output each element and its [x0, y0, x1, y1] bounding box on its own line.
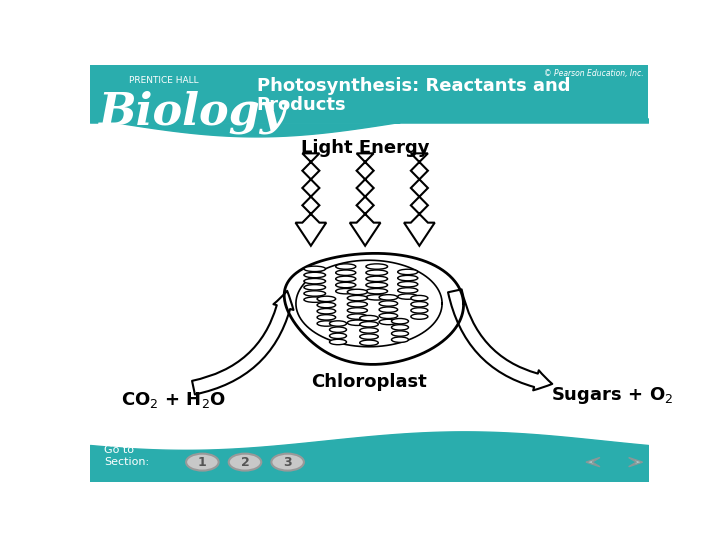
Ellipse shape — [411, 295, 428, 301]
Ellipse shape — [397, 288, 418, 293]
Text: CO$_2$ + H$_2$O: CO$_2$ + H$_2$O — [121, 390, 226, 410]
Ellipse shape — [317, 321, 336, 326]
Ellipse shape — [379, 301, 397, 306]
Ellipse shape — [397, 294, 418, 299]
Ellipse shape — [366, 282, 387, 288]
Text: Biology: Biology — [98, 91, 285, 134]
Ellipse shape — [271, 454, 304, 470]
Ellipse shape — [360, 334, 378, 339]
Ellipse shape — [347, 301, 367, 307]
Text: Go to
Section:: Go to Section: — [104, 445, 149, 467]
Text: 1: 1 — [198, 456, 207, 469]
Polygon shape — [284, 253, 464, 364]
Ellipse shape — [360, 315, 378, 321]
Polygon shape — [350, 153, 380, 246]
Ellipse shape — [330, 333, 346, 339]
Ellipse shape — [347, 289, 367, 295]
Ellipse shape — [347, 308, 367, 313]
Ellipse shape — [317, 302, 336, 308]
Ellipse shape — [379, 313, 397, 319]
Text: Products: Products — [256, 96, 346, 114]
Ellipse shape — [347, 320, 367, 326]
Ellipse shape — [229, 454, 261, 470]
Ellipse shape — [392, 337, 408, 342]
Ellipse shape — [392, 331, 408, 336]
Polygon shape — [404, 153, 435, 246]
Ellipse shape — [366, 288, 387, 294]
Ellipse shape — [317, 308, 336, 314]
Bar — [90, 65, 648, 123]
Ellipse shape — [366, 276, 387, 281]
Ellipse shape — [317, 315, 336, 320]
FancyArrowPatch shape — [192, 291, 294, 394]
Ellipse shape — [392, 319, 408, 324]
Ellipse shape — [304, 291, 325, 296]
Ellipse shape — [347, 314, 367, 319]
Ellipse shape — [360, 322, 378, 327]
Ellipse shape — [336, 276, 356, 281]
Polygon shape — [295, 153, 326, 246]
Ellipse shape — [304, 297, 325, 302]
Ellipse shape — [330, 321, 346, 326]
Ellipse shape — [411, 301, 428, 307]
Text: © Pearson Education, Inc.: © Pearson Education, Inc. — [544, 69, 644, 78]
Ellipse shape — [397, 269, 418, 275]
Ellipse shape — [336, 282, 356, 288]
Ellipse shape — [360, 340, 378, 346]
Ellipse shape — [336, 264, 356, 269]
Text: Light Energy: Light Energy — [301, 139, 429, 157]
Ellipse shape — [397, 281, 418, 287]
Ellipse shape — [304, 279, 325, 284]
Ellipse shape — [411, 314, 428, 319]
Ellipse shape — [379, 319, 397, 325]
Text: 3: 3 — [283, 456, 292, 469]
Text: PRENTICE HALL: PRENTICE HALL — [129, 76, 199, 85]
Text: 2: 2 — [240, 456, 249, 469]
Ellipse shape — [411, 308, 428, 313]
Ellipse shape — [330, 339, 346, 345]
Polygon shape — [586, 457, 600, 467]
Ellipse shape — [304, 266, 325, 272]
Text: Chloroplast: Chloroplast — [311, 373, 427, 391]
Text: Sugars + O$_2$: Sugars + O$_2$ — [551, 386, 673, 407]
Ellipse shape — [317, 296, 336, 301]
Text: Photosynthesis: Reactants and: Photosynthesis: Reactants and — [256, 77, 570, 96]
Ellipse shape — [397, 275, 418, 281]
Ellipse shape — [336, 270, 356, 275]
Ellipse shape — [366, 264, 387, 269]
Ellipse shape — [186, 454, 219, 470]
Ellipse shape — [304, 285, 325, 290]
FancyArrowPatch shape — [448, 289, 552, 390]
Ellipse shape — [347, 295, 367, 301]
Polygon shape — [629, 457, 642, 467]
Ellipse shape — [366, 295, 387, 300]
Ellipse shape — [360, 328, 378, 333]
Ellipse shape — [366, 270, 387, 275]
Ellipse shape — [379, 295, 397, 300]
Ellipse shape — [392, 325, 408, 330]
Ellipse shape — [330, 327, 346, 333]
Ellipse shape — [304, 272, 325, 278]
Ellipse shape — [379, 307, 397, 312]
Ellipse shape — [336, 288, 356, 294]
